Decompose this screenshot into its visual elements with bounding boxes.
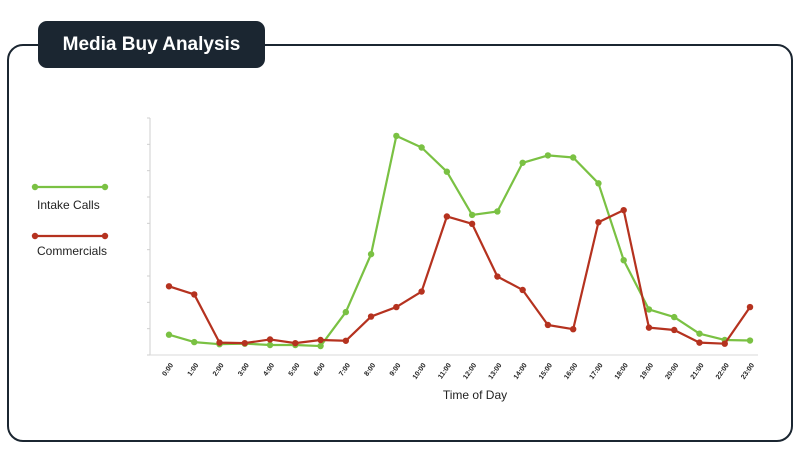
series-layer <box>165 132 754 350</box>
data-point <box>620 206 627 214</box>
x-tick-label: 11:00 <box>437 362 453 380</box>
x-tick-label: 15:00 <box>538 362 554 381</box>
data-point <box>418 288 425 295</box>
data-point <box>317 342 324 350</box>
x-tick-label: 13:00 <box>488 362 504 381</box>
legend-item-intake-calls: Intake Calls <box>31 183 109 212</box>
x-tick-label: 19:00 <box>639 362 655 381</box>
data-point <box>696 330 703 337</box>
data-point <box>721 340 728 347</box>
data-point <box>443 168 451 175</box>
x-tick-labels: 0:00 1:00 2:00 3:00 4:00 5:00 6:00 7:00 8:00 9:00… <box>161 362 756 381</box>
legend-label: Commercials <box>37 244 107 258</box>
series-line <box>168 134 751 348</box>
x-tick-label: 8:00 <box>363 362 377 378</box>
data-point <box>393 303 400 311</box>
legend-dot <box>101 183 109 191</box>
x-tick-label: 14:00 <box>513 362 529 381</box>
data-point <box>645 324 653 331</box>
data-point <box>266 336 274 343</box>
x-tick-label: 3:00 <box>237 362 251 378</box>
series-commercials <box>165 206 754 347</box>
data-point <box>443 213 451 220</box>
data-point <box>569 325 577 333</box>
data-point <box>393 132 400 140</box>
y-axis <box>147 117 758 356</box>
legend-dot <box>31 232 39 240</box>
data-point <box>595 219 602 226</box>
legend-dot <box>31 183 39 191</box>
x-tick-label: 10:00 <box>412 362 428 381</box>
series-line <box>168 209 751 345</box>
x-tick-label: 2:00 <box>212 362 226 378</box>
data-point <box>216 339 223 346</box>
data-point <box>191 291 198 298</box>
x-tick-label: 21:00 <box>690 362 706 381</box>
data-point <box>544 321 552 329</box>
data-point <box>468 220 476 228</box>
data-point <box>367 313 375 320</box>
x-tick-label: 18:00 <box>614 362 630 381</box>
data-point <box>519 159 526 166</box>
data-point <box>241 339 248 347</box>
data-point <box>342 337 350 344</box>
data-point <box>746 337 754 344</box>
legend-dot <box>101 232 109 240</box>
data-point <box>266 341 274 349</box>
data-point <box>519 286 526 294</box>
x-tick-label: 17:00 <box>589 362 605 381</box>
chart-frame <box>7 44 793 442</box>
x-tick-label: 5:00 <box>288 362 302 378</box>
data-point <box>165 331 173 338</box>
legend: Intake Calls Commercials <box>31 183 109 258</box>
legend-label: Intake Calls <box>37 198 100 212</box>
data-point <box>191 338 198 346</box>
x-tick-label: 22:00 <box>715 362 731 381</box>
x-tick-label: 6:00 <box>313 362 327 378</box>
data-point <box>671 313 678 321</box>
x-tick-label: 20:00 <box>664 362 680 381</box>
data-point <box>494 273 501 280</box>
x-tick-label: 23:00 <box>740 362 756 381</box>
data-point <box>292 339 299 347</box>
data-point <box>696 339 703 346</box>
x-tick-label: 9:00 <box>389 362 403 378</box>
data-point <box>620 257 627 264</box>
data-point <box>468 211 476 219</box>
data-point <box>342 308 350 316</box>
data-point <box>595 180 602 187</box>
legend-item-commercials: Commercials <box>31 232 109 258</box>
data-point <box>494 208 501 215</box>
data-point <box>317 336 324 344</box>
x-tick-label: 7:00 <box>338 362 352 378</box>
page-title: Media Buy Analysis <box>38 21 265 68</box>
data-point <box>367 250 375 258</box>
data-point <box>645 306 653 313</box>
x-tick-label: 16:00 <box>563 362 579 381</box>
data-point <box>418 144 425 151</box>
data-point <box>165 283 173 290</box>
data-point <box>544 152 552 159</box>
data-point <box>569 154 577 161</box>
x-tick-label: 0:00 <box>161 362 175 378</box>
series-intake-calls <box>165 132 754 350</box>
x-tick-label: 1:00 <box>187 362 201 378</box>
x-tick-label: 12:00 <box>462 362 478 381</box>
data-point <box>746 303 754 311</box>
x-tick-label: 4:00 <box>262 362 276 378</box>
data-point <box>671 326 678 334</box>
x-axis-label: Time of Day <box>443 388 507 402</box>
